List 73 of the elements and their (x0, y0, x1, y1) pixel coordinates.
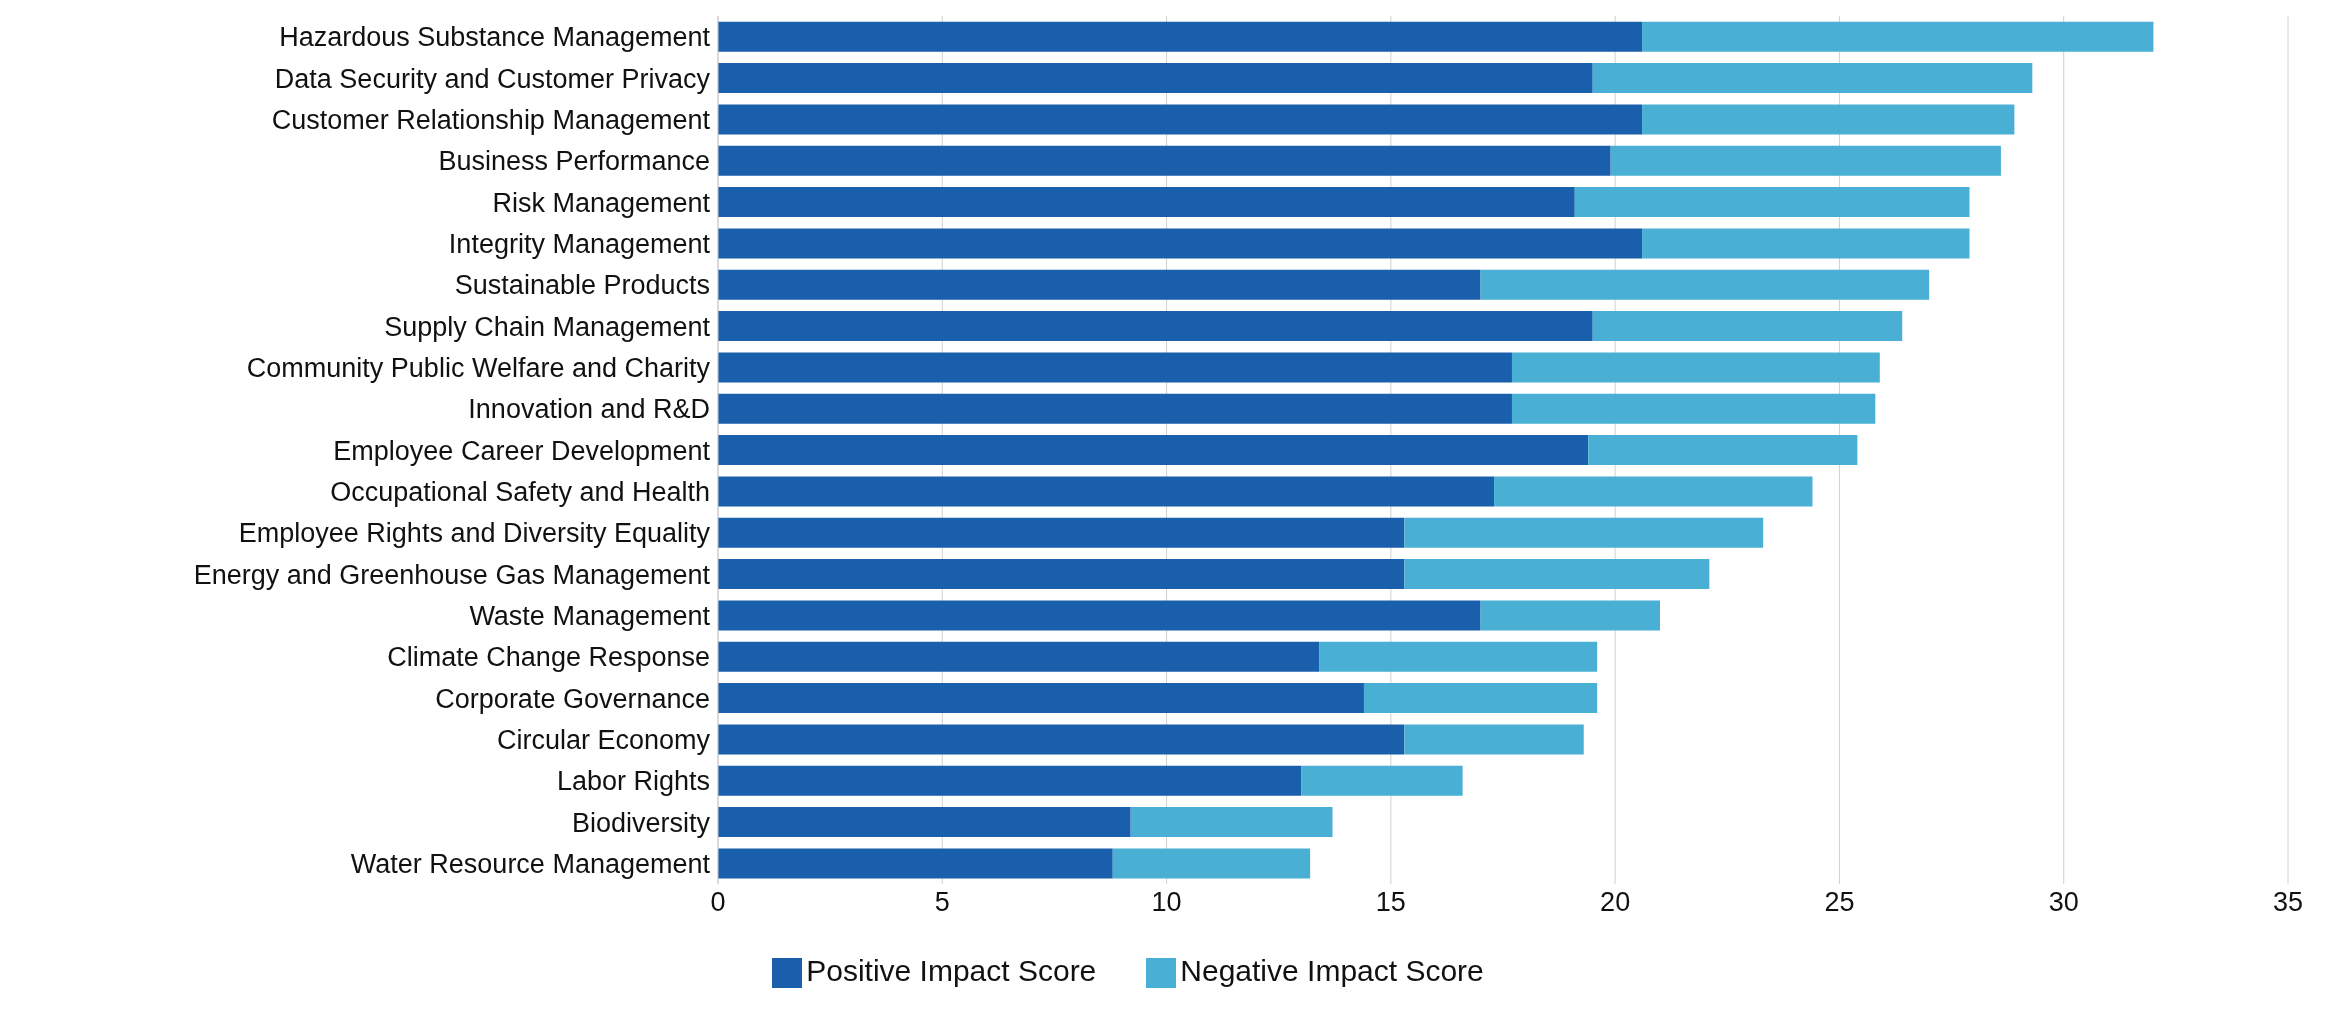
x-tick-label: 10 (1151, 887, 1182, 918)
y-tick-label: Energy and Greenhouse Gas Management (193, 559, 711, 590)
bar (1588, 435, 1858, 466)
bar (718, 352, 1512, 383)
y-tick-label: Data Security and Customer Privacy (274, 63, 711, 94)
bar (1642, 104, 2015, 135)
x-tick-label: 15 (1375, 887, 1406, 918)
bar (1610, 145, 2001, 176)
bar (718, 393, 1512, 424)
y-tick-label: Circular Economy (496, 724, 711, 755)
bar (718, 21, 1643, 52)
y-tick-label: Water Resource Management (350, 848, 711, 879)
y-tick-label: Business Performance (438, 146, 710, 177)
bar (1494, 476, 1813, 507)
bar (1480, 269, 1930, 300)
bar (1404, 517, 1764, 548)
bar (1404, 724, 1584, 755)
bar (1592, 63, 2033, 94)
bar (718, 104, 1643, 135)
y-tick-label: Community Public Welfare and Charity (246, 352, 711, 383)
x-tick-label: 25 (1824, 887, 1855, 918)
x-tick-label: 30 (2048, 887, 2079, 918)
y-tick-label: Integrity Management (448, 228, 711, 259)
bar (1363, 683, 1598, 714)
bar (1642, 21, 2154, 52)
y-tick-label: Innovation and R&D (468, 394, 710, 425)
y-tick-label: Climate Change Response (387, 642, 710, 673)
x-tick-label: 5 (934, 887, 950, 918)
bar (1574, 187, 1970, 218)
bar (718, 476, 1495, 507)
y-tick-label: Employee Rights and Diversity Equality (238, 518, 711, 549)
legend-label: Positive Impact Score (806, 953, 1097, 987)
y-tick-label: Supply Chain Management (384, 311, 711, 342)
bar (1511, 352, 1880, 383)
y-tick-label: Labor Rights (556, 766, 710, 797)
bar (718, 435, 1589, 466)
bar (718, 724, 1405, 755)
bar (718, 559, 1405, 590)
bar (718, 269, 1481, 300)
y-tick-label: Waste Management (469, 600, 711, 631)
y-tick-label: Customer Relationship Management (271, 104, 711, 135)
bar (1404, 559, 1710, 590)
bar (718, 228, 1643, 259)
bar (1480, 600, 1660, 631)
bar (718, 807, 1131, 838)
bar (1130, 807, 1333, 838)
bar (1642, 228, 1970, 259)
bar (718, 311, 1593, 342)
legend-label: Negative Impact Score (1180, 953, 1484, 987)
bar (718, 187, 1575, 218)
x-tick-label: 20 (1600, 887, 1631, 918)
y-tick-label: Risk Management (492, 187, 711, 218)
bar (718, 683, 1364, 714)
bar (1319, 641, 1598, 672)
bar (1301, 765, 1463, 796)
bar (718, 63, 1593, 94)
bar (718, 145, 1611, 176)
bar (718, 848, 1113, 879)
y-tick-label: Biodiversity (571, 807, 711, 838)
y-tick-label: Occupational Safety and Health (330, 476, 710, 507)
bar (718, 765, 1302, 796)
y-tick-label: Hazardous Substance Management (279, 22, 711, 53)
x-tick-label: 35 (2272, 887, 2304, 918)
bar (1112, 848, 1311, 879)
bar (1511, 393, 1876, 424)
y-tick-label: Sustainable Products (454, 270, 710, 301)
x-tick-label: 0 (710, 887, 726, 918)
y-tick-label: Employee Career Development (333, 435, 711, 466)
bar (718, 517, 1405, 548)
bar (1592, 311, 1903, 342)
y-tick-label: Corporate Governance (435, 683, 710, 714)
bar (718, 600, 1481, 631)
bar (718, 641, 1320, 672)
